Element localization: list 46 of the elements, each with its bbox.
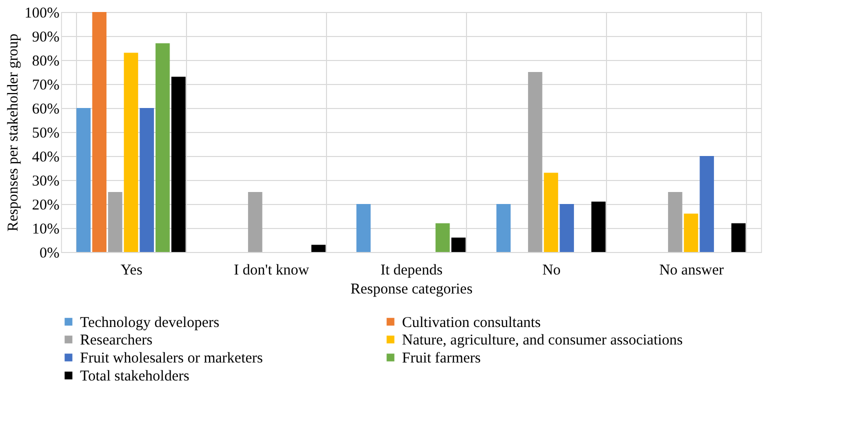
bar (668, 192, 682, 252)
bar (684, 214, 698, 252)
y-tick-label: 40% (32, 150, 60, 166)
bar (528, 72, 542, 252)
legend-label: Technology developers (80, 314, 220, 331)
y-tick-label: 90% (32, 30, 60, 46)
bar (560, 204, 574, 252)
y-tick-label: 50% (32, 126, 60, 142)
y-tick-label: 100% (24, 6, 60, 22)
legend-label: Researchers (80, 332, 153, 348)
bar (140, 108, 154, 252)
x-tick-label: It depends (380, 262, 443, 278)
bar (76, 108, 91, 252)
y-tick-label: 30% (32, 174, 60, 190)
y-axis-title: Responses per stakeholder group (6, 34, 22, 232)
y-tick-label: 0% (40, 246, 60, 262)
y-tick-label: 20% (32, 198, 60, 214)
bar (496, 204, 511, 252)
x-tick-label: No (542, 262, 561, 278)
bar (108, 192, 122, 252)
legend-label: Cultivation consultants (402, 314, 541, 331)
bar (356, 204, 371, 252)
bar (700, 156, 714, 252)
x-tick-label: I don't know (234, 262, 310, 278)
bar (92, 12, 106, 252)
y-tick-label: 60% (32, 102, 60, 118)
bar (544, 172, 558, 252)
legend-label: Fruit wholesalers or marketers (80, 350, 264, 366)
y-tick-label: 10% (32, 222, 60, 238)
bar (171, 76, 186, 252)
bar (311, 244, 326, 252)
x-tick-label: No answer (659, 262, 724, 278)
legend-label: Nature, agriculture, and consumer associations (402, 332, 683, 348)
bar (124, 52, 138, 252)
y-tick-label: 70% (32, 78, 60, 94)
bar (156, 43, 170, 252)
x-tick-label: Yes (120, 262, 143, 278)
legend-label: Fruit farmers (402, 350, 481, 366)
x-axis-title: Response categories (350, 282, 473, 298)
bar (731, 223, 746, 252)
bar (248, 192, 262, 252)
legend-label: Total stakeholders (80, 368, 190, 384)
y-tick-label: 80% (32, 54, 60, 70)
bar (591, 202, 606, 252)
bar (436, 223, 450, 252)
bar (451, 238, 466, 252)
